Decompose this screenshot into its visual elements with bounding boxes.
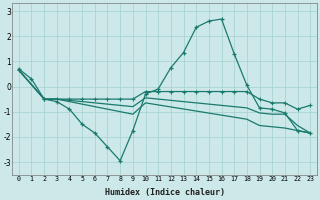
X-axis label: Humidex (Indice chaleur): Humidex (Indice chaleur)	[105, 188, 225, 197]
